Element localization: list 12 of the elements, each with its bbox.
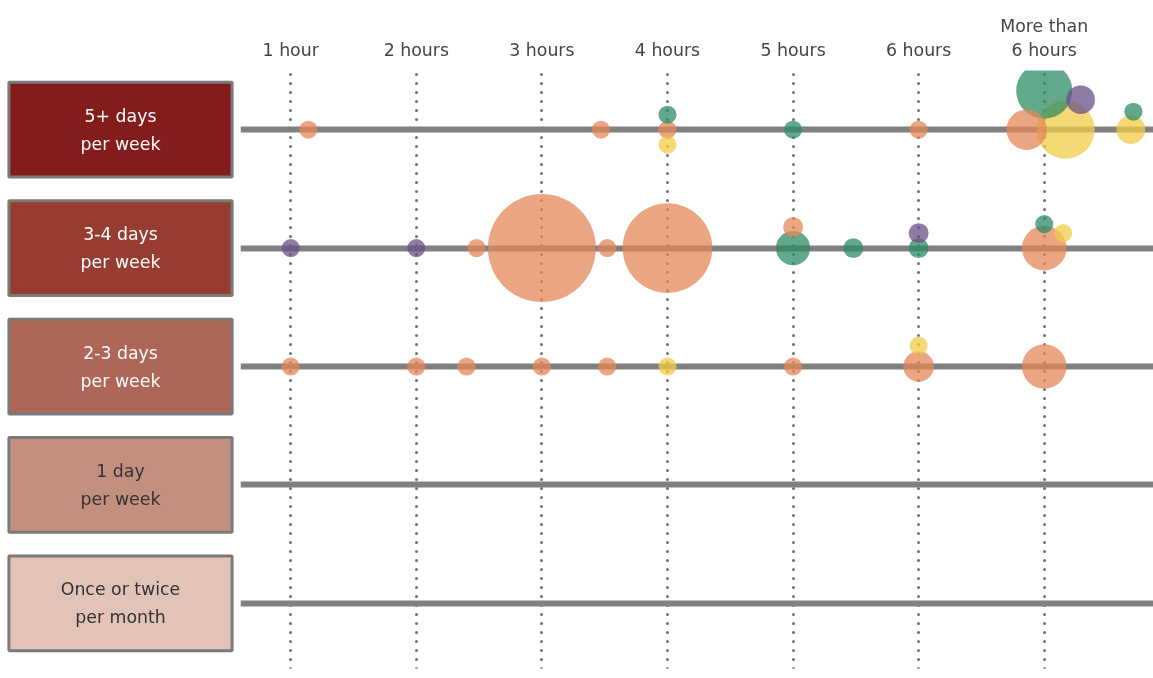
x-tick-label: 3 hours — [509, 39, 575, 60]
y-tick-label: 5+ days per week — [80, 105, 161, 154]
y-tick-label: 3-4 days per week — [80, 224, 161, 273]
y-tick-label: 1 day per week — [80, 460, 161, 509]
x-tick-label: 5 hours — [760, 39, 826, 60]
y-tick-label: Once or twice per month — [60, 579, 181, 628]
x-tick-label: 1 hour — [262, 39, 320, 60]
x-tick-label: More than 6 hours — [1000, 15, 1089, 60]
x-tick-label: 4 hours — [634, 39, 701, 60]
y-tick-label: 2-3 days per week — [80, 342, 161, 391]
x-tick-label: 6 hours — [886, 39, 952, 60]
x-tick-label: 2 hours — [383, 39, 449, 60]
